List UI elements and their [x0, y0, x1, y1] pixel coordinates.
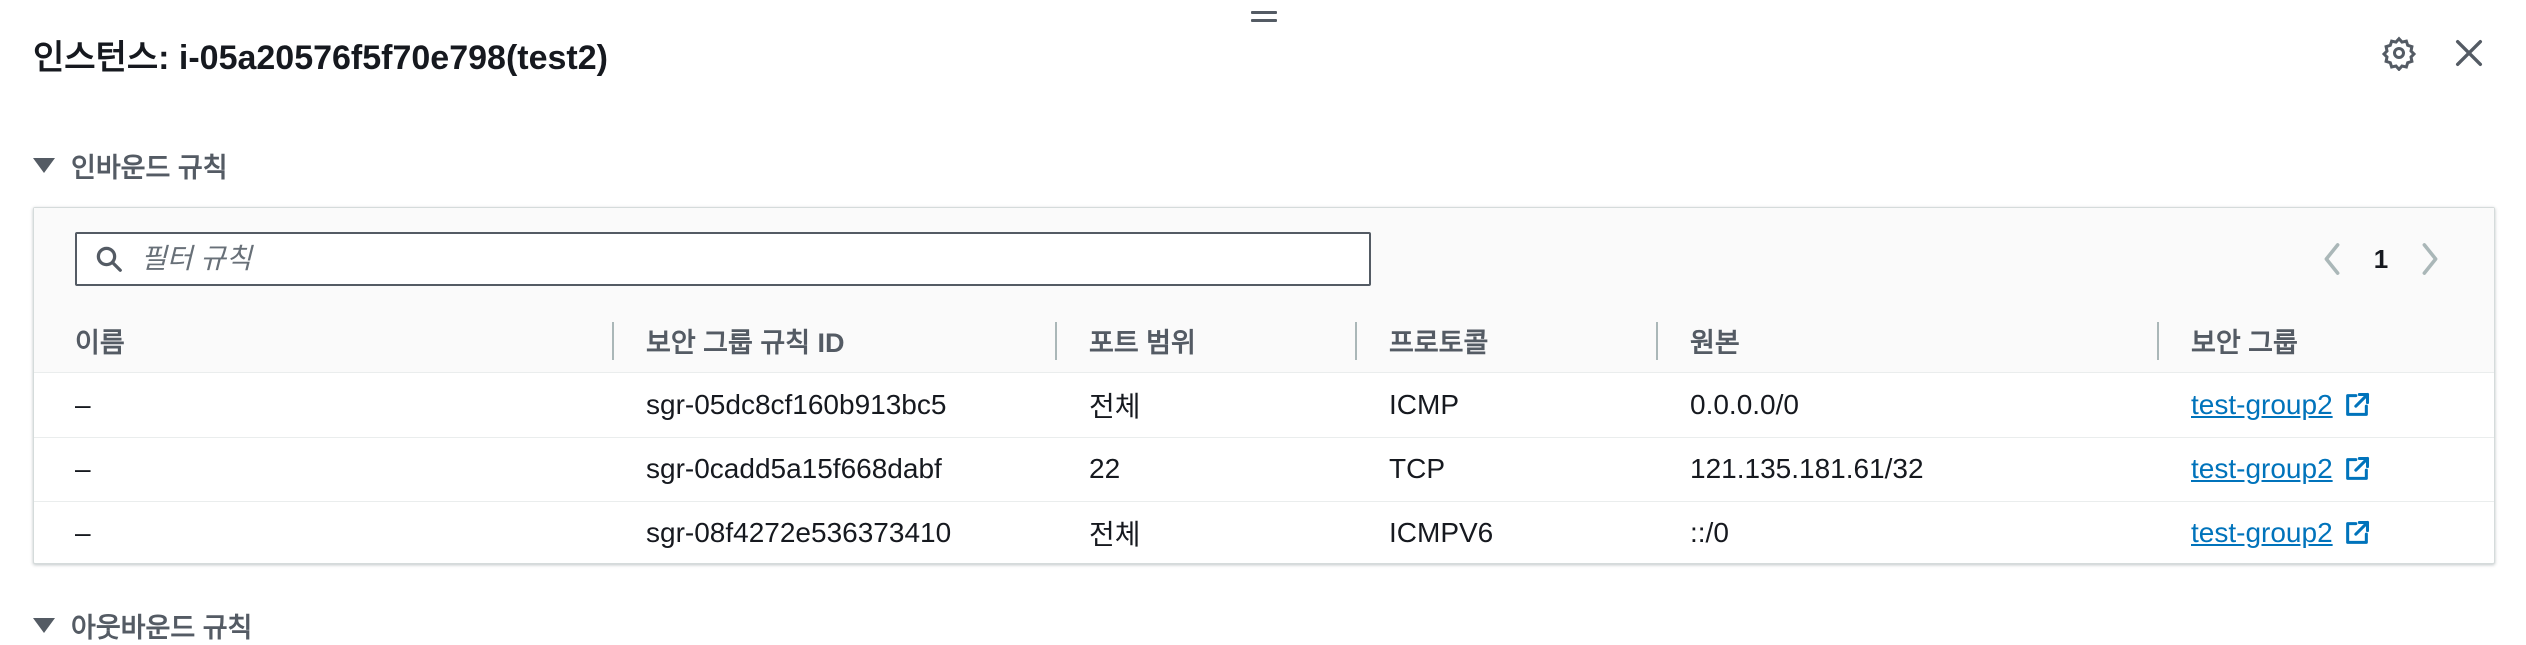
external-link-icon: [2343, 391, 2371, 419]
cell-protocol: TCP: [1389, 453, 1445, 484]
chevron-left-icon: [2324, 243, 2340, 275]
column-header-source[interactable]: 원본: [1690, 327, 1740, 358]
caret-down-icon: [33, 618, 55, 633]
security-group-link[interactable]: test-group2: [2191, 517, 2371, 549]
column-resizer[interactable]: [1355, 322, 1357, 360]
cell-source: 0.0.0.0/0: [1690, 389, 1799, 420]
search-icon: [91, 241, 127, 277]
cell-security-group: test-group2: [2191, 437, 2371, 501]
gear-icon: [2381, 36, 2417, 71]
column-header-rule-id[interactable]: 보안 그룹 규칙 ID: [646, 327, 845, 358]
previous-page-button[interactable]: [2310, 237, 2354, 281]
inbound-rules-table: 1 이름 보안 그룹 규칙 ID 포트 범위 프로토콜 원본 보안 그룹 – s…: [33, 207, 2495, 564]
security-group-link-text[interactable]: test-group2: [2191, 389, 2333, 420]
column-header-port-range[interactable]: 포트 범위: [1089, 327, 1196, 358]
table-toolbar: 1: [34, 208, 2494, 309]
cell-rule-id: sgr-08f4272e536373410: [646, 517, 952, 548]
settings-button[interactable]: [2376, 30, 2422, 76]
column-header-name[interactable]: 이름: [75, 327, 125, 358]
caret-down-icon: [33, 158, 55, 173]
close-button[interactable]: [2446, 30, 2492, 76]
external-link-icon: [2343, 519, 2371, 547]
cell-source: ::/0: [1690, 517, 1729, 548]
filter-rules-field[interactable]: [75, 232, 1371, 286]
column-header-protocol[interactable]: 프로토콜: [1389, 327, 1489, 358]
cell-name: –: [75, 517, 91, 548]
pagination: 1: [2310, 234, 2452, 284]
inbound-rules-heading: 인바운드 규칙: [71, 153, 228, 183]
cell-protocol: ICMPV6: [1389, 517, 1494, 548]
table-row: – sgr-08f4272e536373410 전체 ICMPV6 ::/0 t…: [34, 501, 2494, 565]
cell-source: 121.135.181.61/32: [1690, 453, 1924, 484]
cell-name: –: [75, 453, 91, 484]
filter-rules-input[interactable]: [139, 242, 1343, 276]
outbound-rules-heading: 아웃바운드 규칙: [71, 613, 253, 643]
cell-rule-id: sgr-05dc8cf160b913bc5: [646, 389, 947, 420]
column-header-security-group[interactable]: 보안 그룹: [2191, 327, 2298, 358]
column-resizer[interactable]: [1656, 322, 1658, 360]
column-resizer[interactable]: [612, 322, 614, 360]
cell-port-range: 전체: [1089, 519, 1141, 550]
table-header-row: 이름 보안 그룹 규칙 ID 포트 범위 프로토콜 원본 보안 그룹: [34, 308, 2494, 373]
security-group-link-text[interactable]: test-group2: [2191, 517, 2333, 548]
cell-security-group: test-group2: [2191, 501, 2371, 565]
close-icon: [2455, 39, 2483, 67]
external-link-icon: [2343, 455, 2371, 483]
page-title: 인스턴스: i-05a20576f5f70e798(test2): [33, 39, 608, 77]
inbound-rules-toggle[interactable]: 인바운드 규칙: [33, 146, 228, 185]
next-page-button[interactable]: [2408, 237, 2452, 281]
table-row: – sgr-05dc8cf160b913bc5 전체 ICMP 0.0.0.0/…: [34, 373, 2494, 438]
cell-name: –: [75, 389, 91, 420]
outbound-rules-toggle[interactable]: 아웃바운드 규칙: [33, 606, 252, 645]
chevron-right-icon: [2422, 243, 2438, 275]
cell-port-range: 22: [1089, 453, 1121, 484]
security-group-link-text[interactable]: test-group2: [2191, 453, 2333, 484]
cell-rule-id: sgr-0cadd5a15f668dabf: [646, 453, 942, 484]
panel-resize-handle[interactable]: [1251, 8, 1277, 22]
column-resizer[interactable]: [2157, 322, 2159, 360]
column-resizer[interactable]: [1055, 322, 1057, 360]
cell-protocol: ICMP: [1389, 389, 1459, 420]
table-row: – sgr-0cadd5a15f668dabf 22 TCP 121.135.1…: [34, 437, 2494, 502]
security-group-link[interactable]: test-group2: [2191, 389, 2371, 421]
cell-port-range: 전체: [1089, 391, 1141, 422]
cell-security-group: test-group2: [2191, 373, 2371, 437]
current-page-number[interactable]: 1: [2373, 243, 2389, 274]
security-group-link[interactable]: test-group2: [2191, 453, 2371, 485]
